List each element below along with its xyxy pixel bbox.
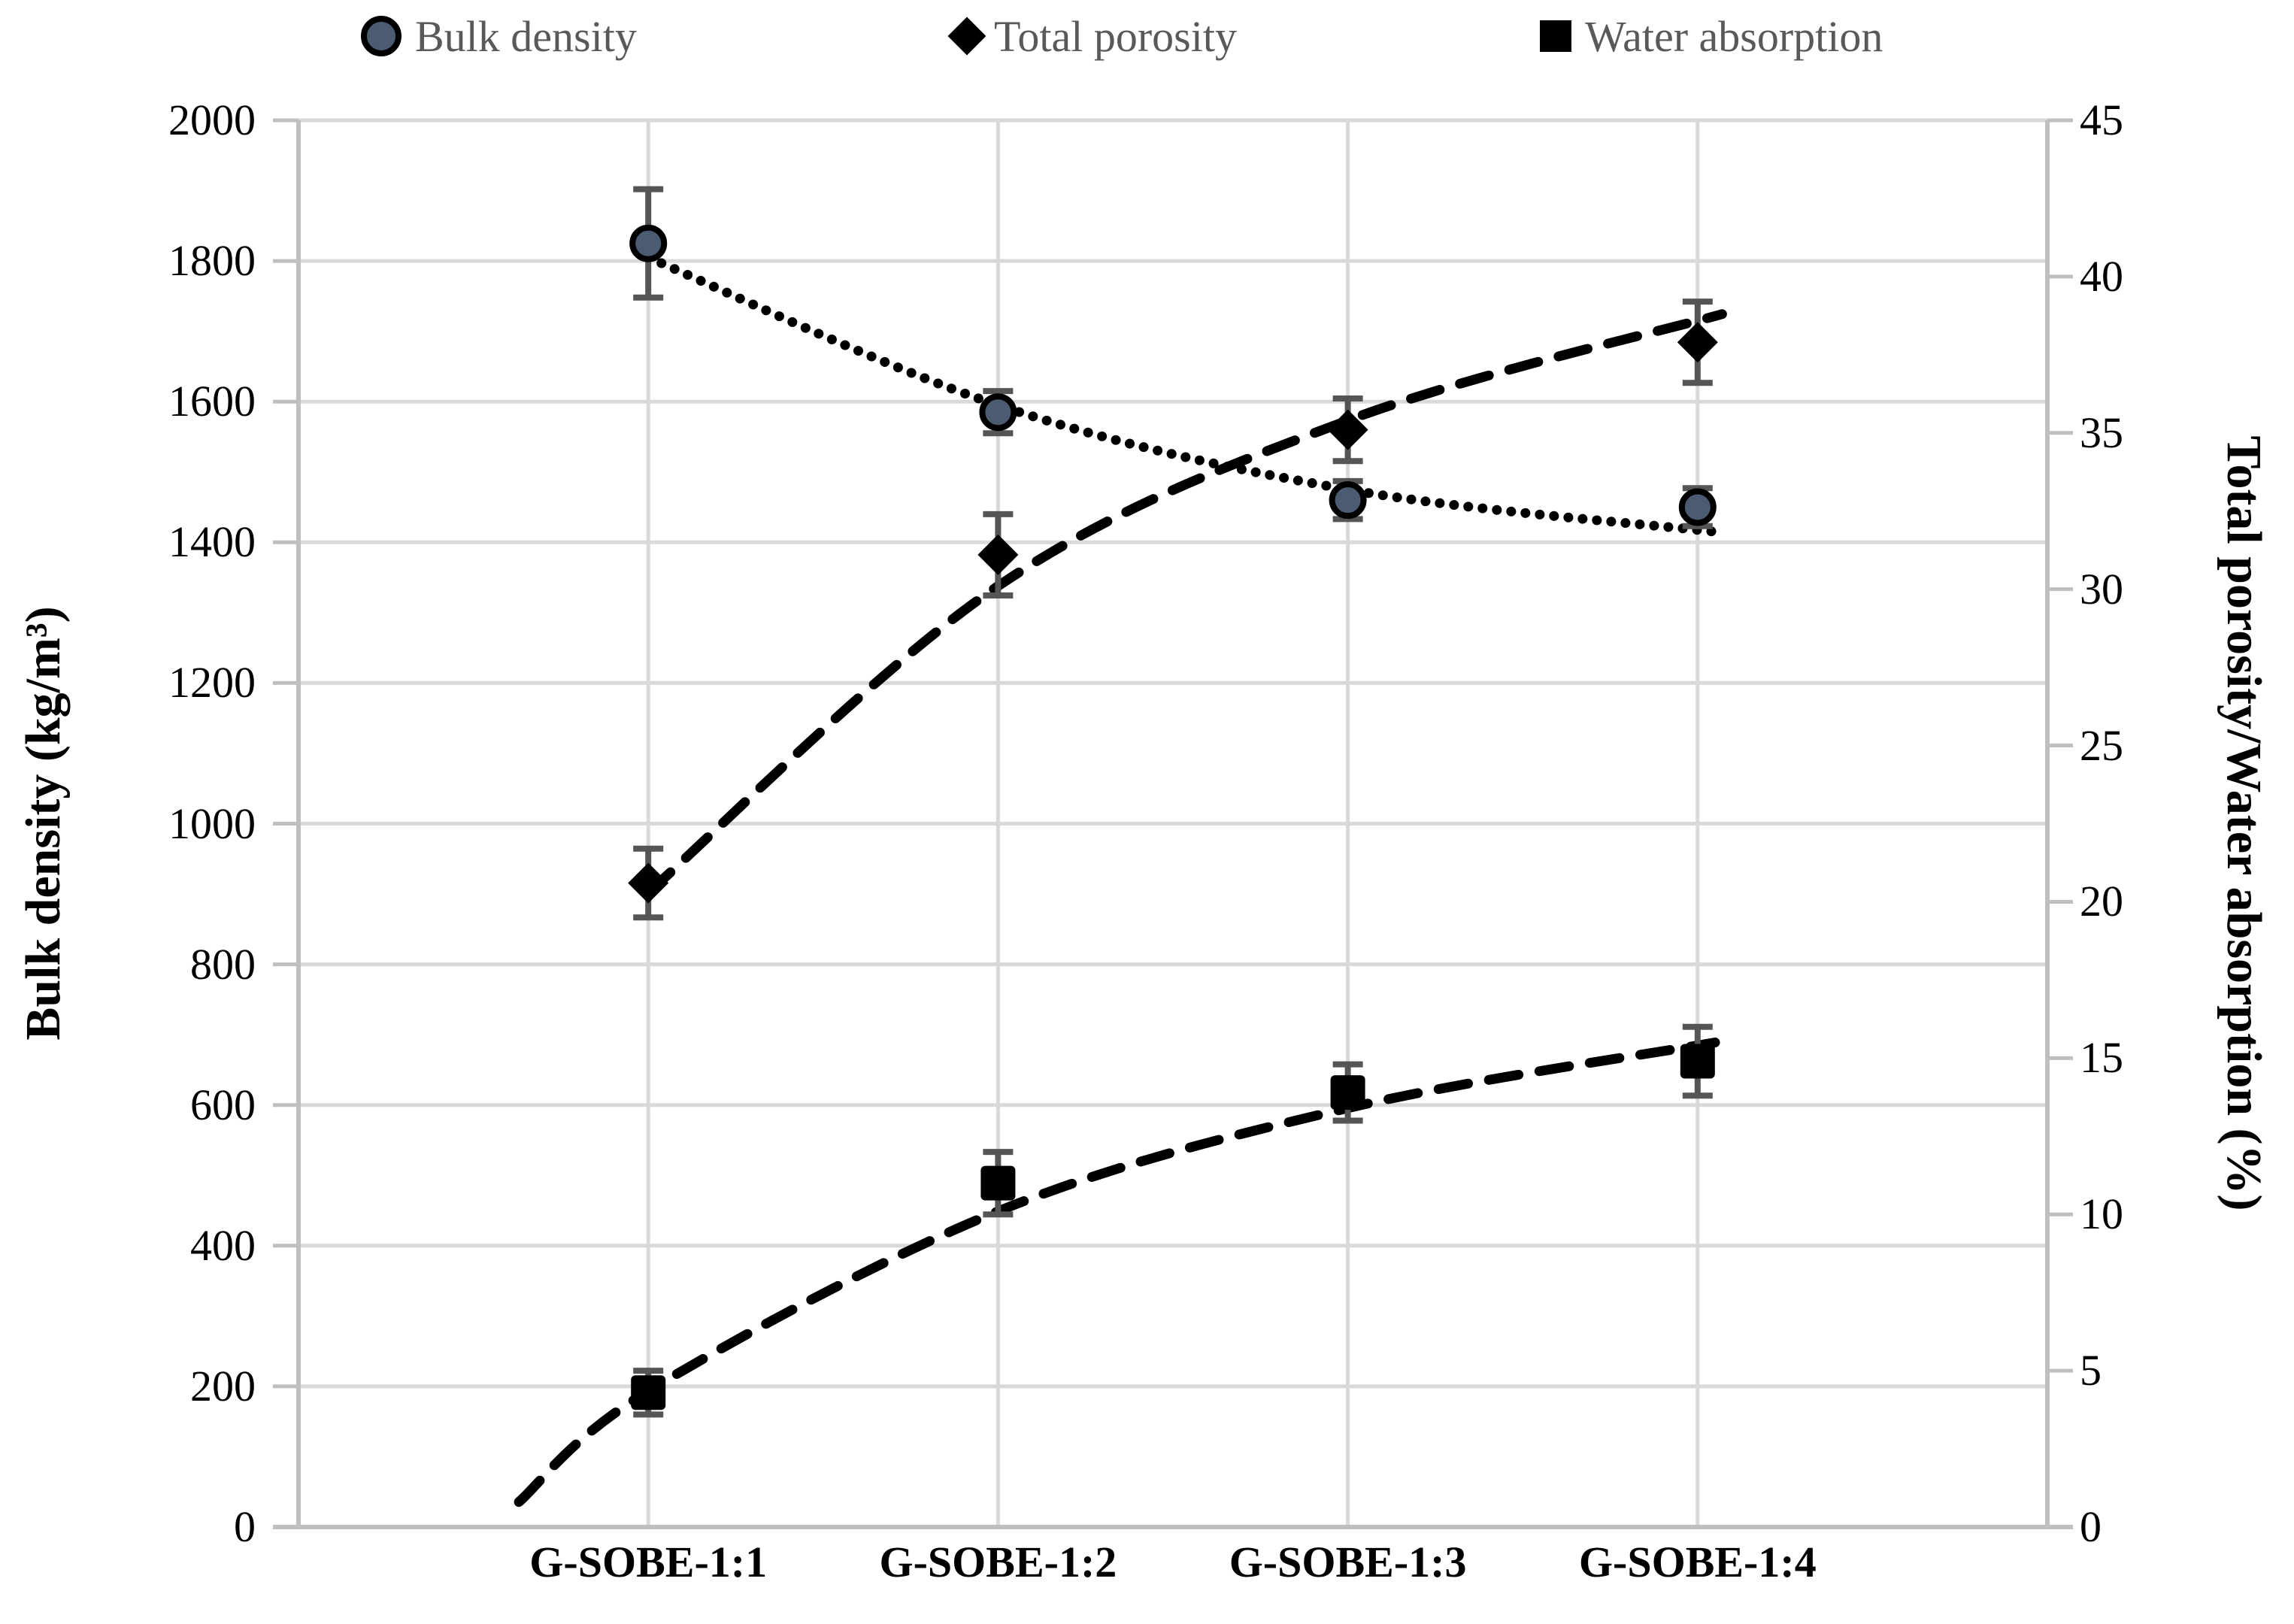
left-axis-title: Bulk density (kg/m³) [16, 606, 71, 1041]
x-category-label: G-SOBE-1:4 [1578, 1538, 1817, 1586]
right-axis-tick-label: 20 [2080, 877, 2123, 926]
right-axis-tick-label: 15 [2080, 1033, 2123, 1083]
left-axis-tick-label: 2000 [168, 95, 256, 144]
water-absorption-marker [631, 1375, 666, 1410]
water-absorption-marker [980, 1165, 1016, 1201]
right-axis-tick-label: 30 [2080, 564, 2123, 614]
water-absorption-marker [1680, 1044, 1715, 1079]
bulk-density-marker [979, 393, 1017, 432]
water-absorption-trendline [514, 1038, 1720, 1507]
right-axis-title: Total porosity/Water absorption (%) [2217, 435, 2271, 1211]
legend-label-total-porosity: Total porosity [994, 11, 1237, 61]
x-category-label: G-SOBE-1:3 [1229, 1538, 1467, 1586]
left-axis-tick-label: 800 [190, 939, 256, 989]
bulk-density-marker [1678, 488, 1717, 526]
right-axis-tick-label: 25 [2080, 720, 2123, 770]
bulk-density-marker [1329, 481, 1367, 520]
water-absorption-marker [1330, 1075, 1365, 1110]
x-category-label: G-SOBE-1:2 [879, 1538, 1117, 1586]
legend-label-water-absorption: Water absorption [1585, 11, 1883, 61]
total-porosity-marker [977, 534, 1019, 575]
x-category-label: G-SOBE-1:1 [529, 1538, 768, 1586]
right-axis-tick-label: 10 [2080, 1189, 2123, 1239]
total-porosity-marker [1677, 322, 1718, 363]
legend-label-bulk-density: Bulk density [415, 11, 637, 61]
left-axis-tick-label: 600 [190, 1080, 256, 1129]
total-porosity-trendline [643, 309, 1727, 898]
right-axis-tick-label: 5 [2080, 1346, 2102, 1395]
bulk-density-marker [629, 224, 668, 262]
bulk-density-circle-marker-icon [361, 16, 402, 56]
left-axis-tick-label: 1000 [168, 798, 256, 848]
right-axis-tick-label: 35 [2080, 408, 2123, 457]
legend-item-water-absorption: Water absorption [1540, 5, 1883, 68]
right-axis-tick-label: 40 [2080, 251, 2123, 301]
left-axis-tick-label: 1200 [168, 658, 256, 707]
water-absorption-square-marker-icon [1540, 20, 1571, 52]
left-axis-tick-label: 400 [190, 1220, 256, 1270]
left-axis-tick-label: 1600 [168, 377, 256, 426]
total-porosity-diamond-marker-icon [947, 17, 986, 56]
right-axis-tick-label: 45 [2080, 95, 2123, 144]
legend-item-total-porosity: Total porosity [947, 5, 1237, 68]
left-axis-tick-label: 200 [190, 1361, 256, 1410]
left-axis-tick-label: 0 [234, 1502, 256, 1551]
total-porosity-marker [1327, 409, 1368, 450]
left-axis-tick-label: 1400 [168, 517, 256, 567]
legend-item-bulk-density: Bulk density [361, 5, 637, 68]
left-axis-tick-label: 1800 [168, 236, 256, 286]
bulk-density-trendline [643, 252, 1720, 537]
total-porosity-marker [628, 862, 669, 904]
right-axis-tick-label: 0 [2080, 1502, 2102, 1551]
